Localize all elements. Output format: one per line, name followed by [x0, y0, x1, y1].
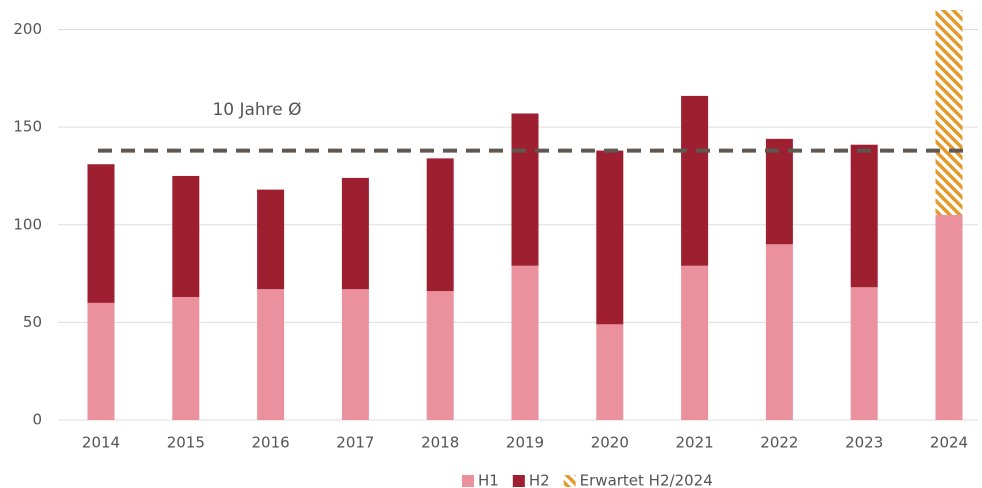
x-tick-label: 2014 — [82, 434, 120, 452]
bar-segment — [681, 265, 709, 420]
bar-segment — [426, 158, 454, 292]
legend-label: H2 — [529, 472, 550, 488]
bar-segment — [257, 289, 285, 420]
x-tick-label: 2021 — [676, 434, 714, 452]
bar-segment — [596, 150, 624, 325]
y-tick-label: 150 — [13, 118, 42, 136]
bar-segment — [87, 302, 115, 420]
bar-segment — [765, 244, 793, 420]
x-tick-label: 2017 — [336, 434, 374, 452]
y-tick-label: 50 — [23, 313, 42, 331]
x-tick-label: 2015 — [167, 434, 205, 452]
legend-swatch — [462, 475, 474, 487]
bar-segment — [511, 113, 539, 266]
bar-segment — [511, 265, 539, 420]
bar-segment — [935, 215, 963, 420]
bar-segment — [172, 297, 200, 420]
x-tick-label: 2016 — [252, 434, 290, 452]
x-tick-label: 2022 — [760, 434, 798, 452]
legend-label: H1 — [478, 472, 499, 488]
bar-segment — [172, 175, 200, 297]
average-label: 10 Jahre Ø — [212, 100, 301, 120]
legend-label: Erwartet H2/2024 — [580, 472, 713, 488]
x-tick-label: 2023 — [845, 434, 883, 452]
x-tick-label: 2019 — [506, 434, 544, 452]
bar-segment — [935, 10, 963, 215]
bar-segment — [341, 177, 369, 290]
y-tick-label: 0 — [32, 411, 42, 429]
bar-segment — [681, 95, 709, 266]
x-tick-label: 2020 — [591, 434, 629, 452]
x-tick-label: 2018 — [421, 434, 459, 452]
bar-segment — [765, 138, 793, 245]
bar-segment — [257, 189, 285, 290]
bar-segment — [341, 289, 369, 420]
bar-segment — [596, 324, 624, 420]
legend-swatch — [563, 475, 576, 487]
y-tick-label: 200 — [13, 20, 42, 38]
x-tick-label: 2024 — [930, 434, 968, 452]
bar-segment — [426, 291, 454, 420]
bar-segment — [87, 164, 115, 303]
y-tick-label: 100 — [13, 215, 42, 233]
legend-swatch — [512, 475, 525, 487]
bar-segment — [850, 144, 878, 288]
bar-segment — [850, 287, 878, 420]
